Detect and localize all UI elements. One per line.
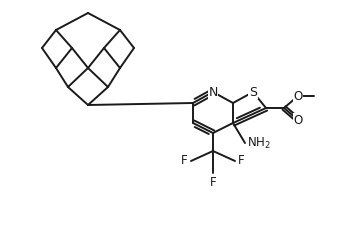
Text: O: O <box>293 114 303 127</box>
Text: N: N <box>208 86 218 99</box>
Text: O: O <box>293 89 303 102</box>
Text: NH$_2$: NH$_2$ <box>247 135 271 151</box>
Text: F: F <box>210 176 216 189</box>
Text: F: F <box>238 154 245 167</box>
Text: F: F <box>181 154 188 167</box>
Text: S: S <box>249 86 257 99</box>
